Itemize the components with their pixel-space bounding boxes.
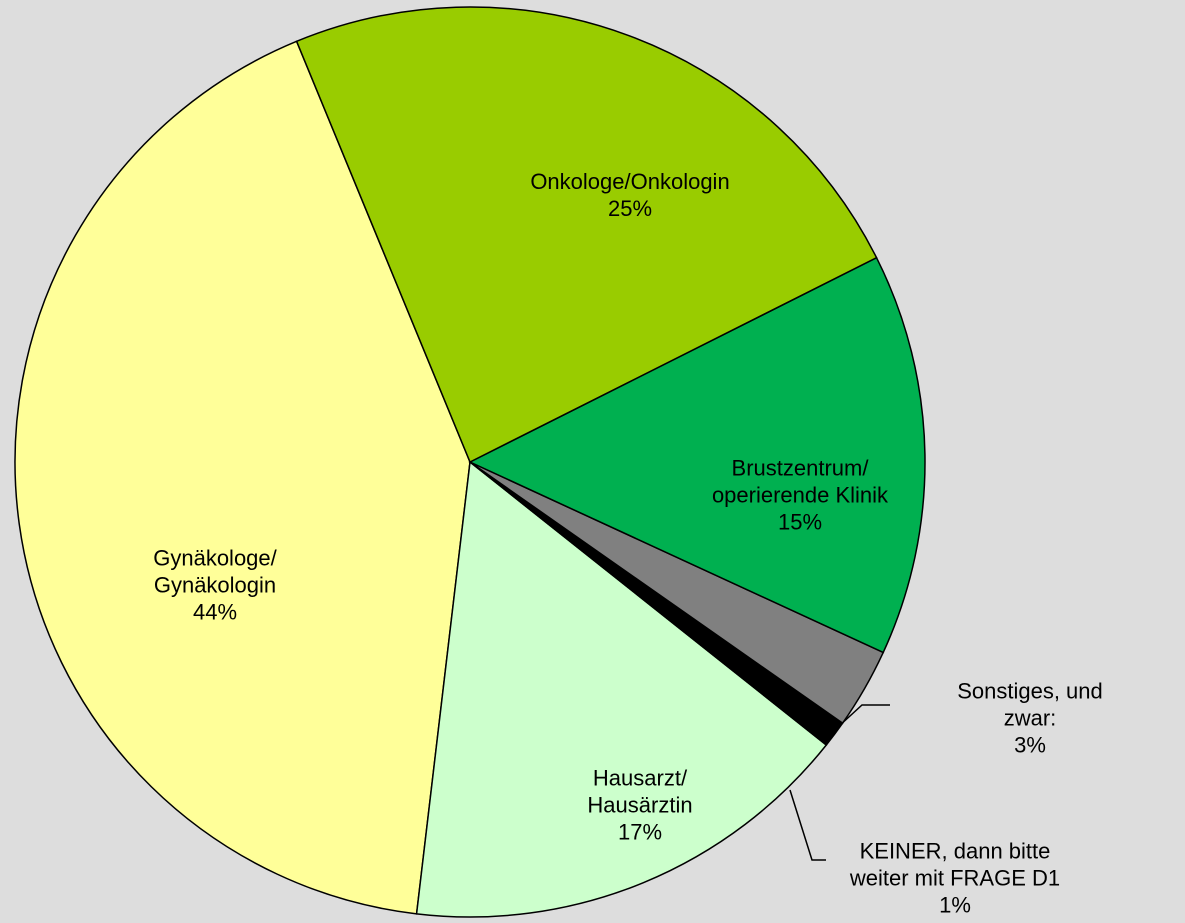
value-label: 15% xyxy=(777,509,823,535)
slice-label: Onkologe/Onkologin 25% xyxy=(530,168,729,222)
category-label: Brustzentrum/ operierende Klinik xyxy=(711,455,889,508)
value-label: 44% xyxy=(192,599,238,625)
slice-label: Gynäkologe/ Gynäkologin 44% xyxy=(153,545,277,626)
slice-label: Hausarzt/ Hausärztin 17% xyxy=(587,765,692,846)
category-label: Sonstiges, und zwar: xyxy=(957,678,1103,731)
category-label: KEINER, dann bitte weiter mit FRAGE D1 xyxy=(849,838,1061,891)
category-label: Onkologe/Onkologin xyxy=(530,169,730,194)
category-label: Hausarzt/ Hausärztin xyxy=(587,765,693,818)
leader-line xyxy=(789,789,826,861)
pie-slice xyxy=(14,40,471,915)
pie-slice xyxy=(468,256,926,654)
value-label: 3% xyxy=(1014,732,1046,758)
category-label: Gynäkologe/ Gynäkologin xyxy=(153,545,277,598)
slice-label: KEINER, dann bitte weiter mit FRAGE D1 1% xyxy=(850,838,1060,919)
value-label: 17% xyxy=(617,819,663,845)
value-label: 1% xyxy=(939,892,971,918)
slice-label: Brustzentrum/ operierende Klinik 15% xyxy=(712,455,888,536)
leader-line xyxy=(825,704,890,739)
slice-label: Sonstiges, und zwar: 3% xyxy=(953,678,1108,759)
value-label: 25% xyxy=(607,196,653,221)
pie-slice xyxy=(415,460,828,918)
pie-slice xyxy=(295,6,878,464)
